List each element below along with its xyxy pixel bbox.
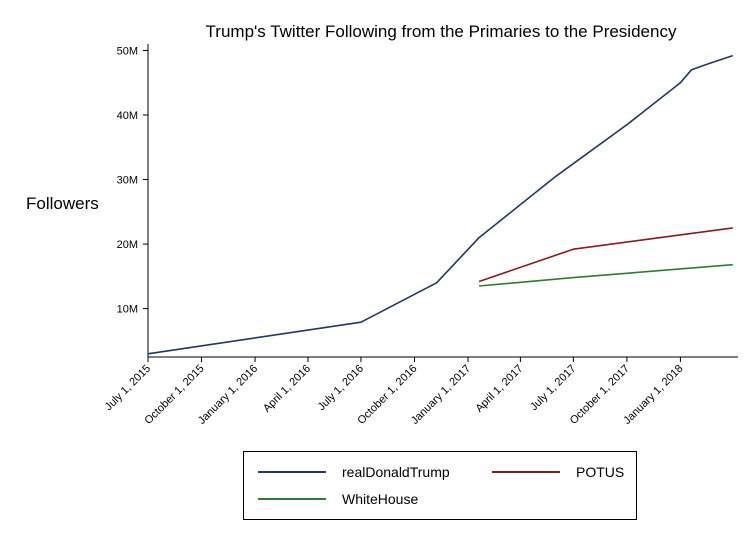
y-axis-label: Followers (26, 194, 99, 213)
labels-group: Trump's Twitter Following from the Prima… (26, 22, 686, 427)
series-line-WhiteHouse (479, 263, 733, 287)
legend-swatch-2 (258, 498, 326, 500)
y-tick-label: 10M (117, 304, 138, 316)
x-tick-label: April 1, 2016 (261, 363, 313, 415)
legend: realDonaldTrump POTUS WhiteHouse (243, 451, 637, 520)
x-tick-label: January 1, 2018 (621, 363, 685, 427)
series-group (147, 54, 734, 355)
legend-item-0: realDonaldTrump (258, 464, 450, 480)
legend-item-2: WhiteHouse (258, 491, 418, 507)
y-tick-label: 50M (117, 45, 138, 57)
legend-swatch-0 (258, 471, 326, 473)
x-tick-label: April 1, 2017 (473, 363, 525, 415)
x-tick-label: July 1, 2017 (528, 363, 578, 413)
x-tick-label: January 1, 2016 (196, 363, 260, 427)
legend-item-1: POTUS (492, 464, 624, 480)
legend-label-2: WhiteHouse (342, 491, 419, 507)
legend-label-1: POTUS (576, 464, 625, 480)
series-line-realDonaldTrump (147, 54, 734, 355)
x-tick-label: July 1, 2015 (103, 363, 153, 413)
legend-swatch-1 (492, 471, 560, 473)
x-tick-label: January 1, 2017 (409, 363, 473, 427)
y-tick-label: 20M (117, 239, 138, 251)
x-tick-label: July 1, 2016 (316, 363, 366, 413)
chart-title: Trump's Twitter Following from the Prima… (206, 22, 677, 41)
axes-group (143, 44, 738, 362)
y-tick-label: 40M (117, 110, 138, 122)
y-tick-label: 30M (117, 175, 138, 187)
legend-label-0: realDonaldTrump (342, 464, 450, 480)
series-line-POTUS (478, 227, 733, 283)
